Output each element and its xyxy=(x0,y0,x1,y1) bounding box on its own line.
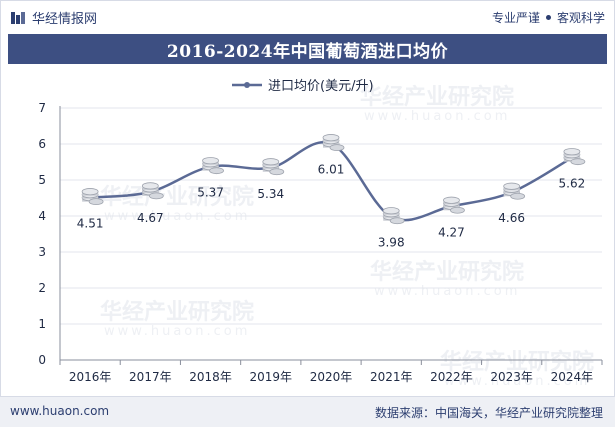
coin-face xyxy=(389,217,405,225)
x-tick-label: 2022年 xyxy=(430,370,473,384)
top-bar: 华经情报网 专业严谨 客观科学 xyxy=(0,0,615,34)
chart-title-bar: 2016-2024年中国葡萄酒进口均价 xyxy=(8,34,607,64)
y-tick-label: 5 xyxy=(38,173,46,187)
x-tick-label: 2019年 xyxy=(250,370,293,384)
y-tick-label: 1 xyxy=(38,317,46,331)
coin-face xyxy=(563,148,581,156)
coin-face xyxy=(88,198,104,206)
coin-face xyxy=(443,196,460,204)
separator-dot-icon xyxy=(545,15,551,20)
tagline-right: 客观科学 xyxy=(556,11,605,25)
data-label: 4.51 xyxy=(77,217,104,231)
brand[interactable]: 华经情报网 xyxy=(10,8,97,27)
footer: www.huaon.com 数据来源：中国海关，华经产业研究院整理 xyxy=(0,396,615,427)
watermark-url: www.huaon.com xyxy=(374,284,520,299)
data-point xyxy=(262,158,285,176)
y-tick-label: 3 xyxy=(38,245,46,259)
data-label: 5.37 xyxy=(197,186,224,200)
y-tick-label: 0 xyxy=(38,353,46,367)
brand-logo-icon xyxy=(11,11,25,24)
tagline-left: 专业严谨 xyxy=(491,11,540,25)
series xyxy=(81,134,586,225)
footer-website[interactable]: www.huaon.com xyxy=(10,404,110,418)
watermarks: 华经产业研究院www.huaon.com华经产业研究院www.huaon.com… xyxy=(100,84,594,389)
data-label: 6.01 xyxy=(318,163,345,177)
y-tick-label: 6 xyxy=(38,137,46,151)
data-point xyxy=(81,188,104,206)
data-point xyxy=(563,148,586,166)
legend-marker-icon xyxy=(244,82,250,88)
data-label: 5.34 xyxy=(257,187,284,201)
coin-face xyxy=(262,158,280,166)
coin-face xyxy=(269,168,285,176)
coin-face xyxy=(450,206,465,214)
coin-face xyxy=(81,188,99,196)
chart-title: 2016-2024年中国葡萄酒进口均价 xyxy=(166,41,449,62)
coin-face xyxy=(329,144,345,152)
x-tick-label: 2020年 xyxy=(310,370,353,384)
tagline: 专业严谨 客观科学 xyxy=(492,9,605,26)
footer-source: 数据来源：中国海关，华经产业研究院整理 xyxy=(374,406,603,420)
coin-face xyxy=(570,158,586,166)
coin-face xyxy=(382,207,400,215)
x-tick-label: 2017年 xyxy=(129,370,172,384)
line-chart: 华经产业研究院www.huaon.com华经产业研究院www.huaon.com… xyxy=(38,79,603,389)
coin-face xyxy=(141,182,159,190)
legend: 进口均价(美元/升) xyxy=(232,79,374,94)
watermark-text: 华经产业研究院 xyxy=(100,299,254,325)
x-tick-label: 2018年 xyxy=(189,370,232,384)
data-label: 5.62 xyxy=(559,177,586,191)
data-point xyxy=(322,134,345,152)
watermark-text: 华经产业研究院 xyxy=(440,349,594,375)
coin-face xyxy=(148,192,164,200)
legend-label: 进口均价(美元/升) xyxy=(268,79,374,94)
x-tick-label: 2024年 xyxy=(551,370,594,384)
watermark-url: www.huaon.com xyxy=(444,374,590,389)
y-tick-label: 2 xyxy=(38,281,46,295)
watermark-text: 华经产业研究院 xyxy=(360,84,514,110)
data-labels: 4.51 4.67 5.37 5.34 6.01 3.98 4.27 4.66 5.62 xyxy=(77,163,585,250)
y-tick-label: 4 xyxy=(38,209,46,223)
x-tick-label: 2016年 xyxy=(69,370,112,384)
data-point xyxy=(141,182,164,200)
watermark-url: www.huaon.com xyxy=(104,324,250,339)
coin-face xyxy=(202,157,219,165)
data-point xyxy=(382,207,405,225)
brand-name: 华经情报网 xyxy=(32,12,98,27)
data-label: 4.66 xyxy=(498,211,525,225)
data-label: 3.98 xyxy=(378,236,405,250)
y-tick-label: 7 xyxy=(38,101,46,115)
coin-face xyxy=(503,182,521,190)
watermark-url: www.huaon.com xyxy=(364,109,510,124)
coin-face xyxy=(209,167,224,175)
watermark-text: 华经产业研究院 xyxy=(370,259,524,285)
coin-face xyxy=(510,192,526,200)
data-point xyxy=(443,196,465,214)
watermark-text: 华经产业研究院 xyxy=(100,184,254,210)
data-label: 4.27 xyxy=(438,225,465,239)
coin-face xyxy=(322,134,340,142)
x-tick-label: 2021年 xyxy=(370,370,413,384)
data-point xyxy=(202,157,224,175)
x-tick-label: 2023年 xyxy=(490,370,533,384)
grid xyxy=(60,107,602,325)
data-point xyxy=(503,182,526,200)
data-label: 4.67 xyxy=(137,211,164,225)
axes: 0 1 2 3 4 5 6 7 2016年 2017年 2018年 2019年 2020年 2021年 20… xyxy=(38,101,603,384)
